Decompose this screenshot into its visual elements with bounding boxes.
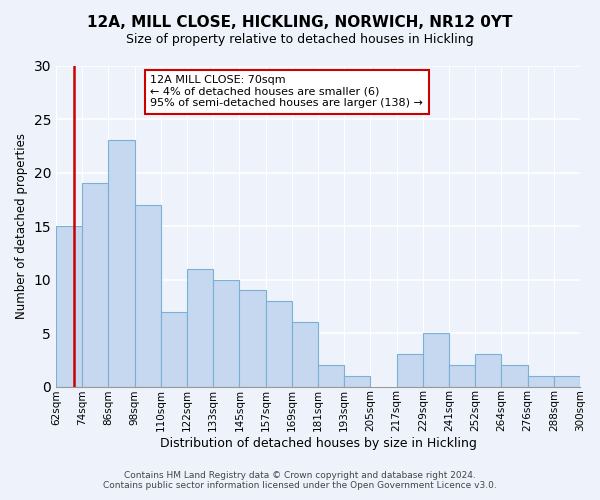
Text: 12A, MILL CLOSE, HICKLING, NORWICH, NR12 0YT: 12A, MILL CLOSE, HICKLING, NORWICH, NR12… [87, 15, 513, 30]
Bar [475, 354, 502, 386]
Bar [266, 301, 292, 386]
X-axis label: Distribution of detached houses by size in Hickling: Distribution of detached houses by size … [160, 437, 476, 450]
Bar [554, 376, 580, 386]
Bar [344, 376, 370, 386]
Text: Contains HM Land Registry data © Crown copyright and database right 2024.
Contai: Contains HM Land Registry data © Crown c… [103, 470, 497, 490]
Text: Size of property relative to detached houses in Hickling: Size of property relative to detached ho… [126, 32, 474, 46]
Bar [502, 365, 527, 386]
Text: 12A MILL CLOSE: 70sqm
← 4% of detached houses are smaller (6)
95% of semi-detach: 12A MILL CLOSE: 70sqm ← 4% of detached h… [151, 75, 423, 108]
Bar [213, 280, 239, 386]
Bar [56, 226, 82, 386]
Bar [161, 312, 187, 386]
Bar [187, 269, 213, 386]
Bar [318, 365, 344, 386]
Y-axis label: Number of detached properties: Number of detached properties [15, 133, 28, 319]
Bar [423, 333, 449, 386]
Bar [292, 322, 318, 386]
Bar [82, 183, 109, 386]
Bar [109, 140, 134, 386]
Bar [134, 204, 161, 386]
Bar [239, 290, 266, 386]
Bar [449, 365, 475, 386]
Bar [397, 354, 423, 386]
Bar [527, 376, 554, 386]
